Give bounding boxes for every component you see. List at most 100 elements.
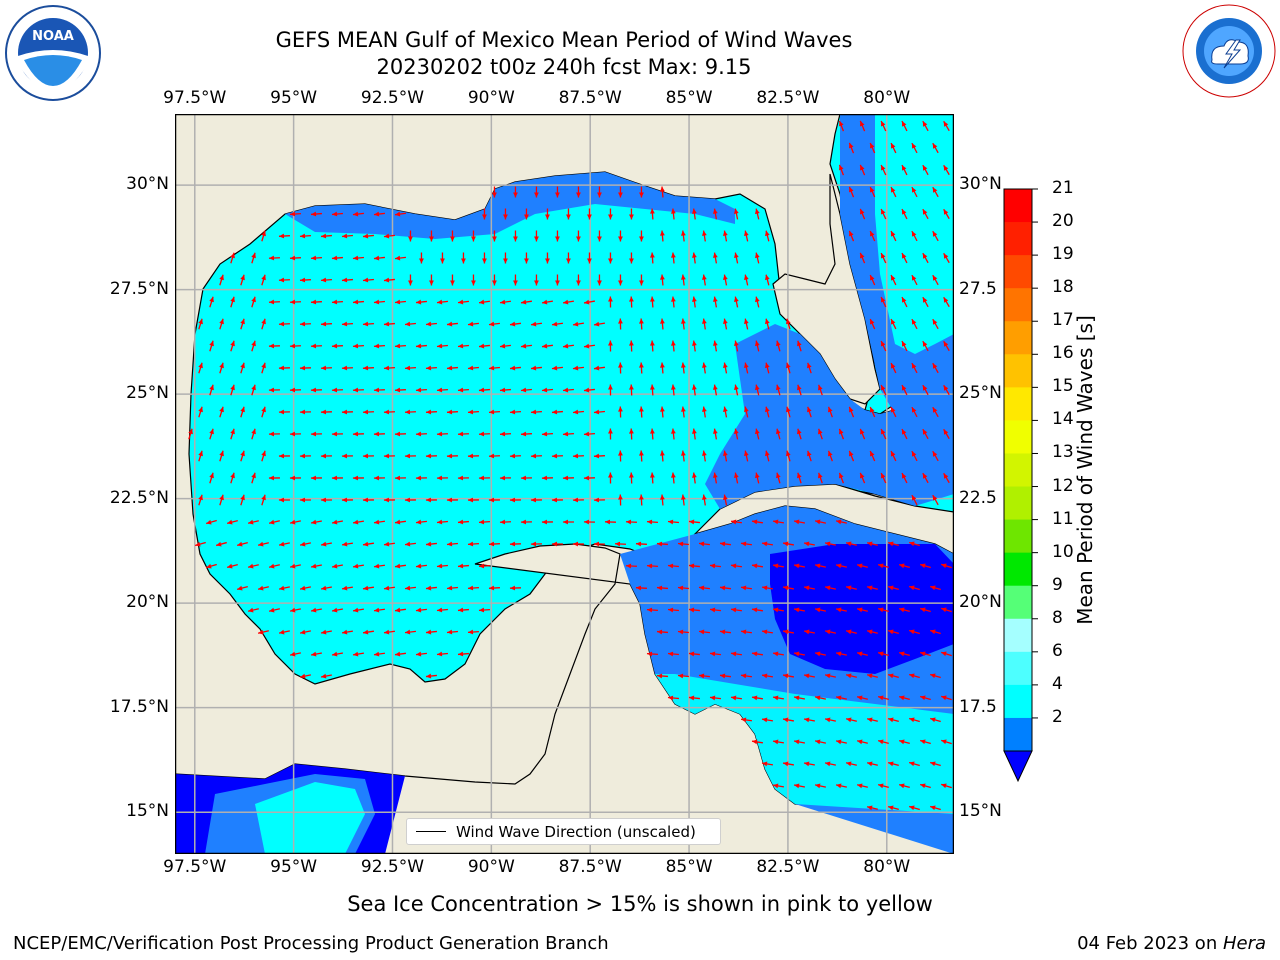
map-legend: Wind Wave Direction (unscaled) (406, 818, 721, 845)
wind-arrow (866, 761, 878, 767)
wind-arrow (734, 208, 739, 220)
wind-arrow (415, 431, 427, 437)
wind-arrow (268, 299, 280, 305)
wind-arrow (583, 475, 595, 481)
wind-arrow (289, 563, 301, 569)
wind-arrow (650, 208, 655, 220)
lon-tick-top: 92.5°W (360, 88, 425, 108)
wind-arrow (782, 761, 794, 767)
wind-arrow (911, 406, 918, 418)
lat-tick-right: 25°N (959, 383, 1002, 404)
wind-arrow (681, 362, 686, 374)
wind-arrow (713, 252, 718, 264)
wind-arrow (835, 783, 847, 789)
wind-arrow (310, 607, 322, 613)
wind-arrow (551, 497, 563, 503)
wind-arrow (911, 142, 918, 154)
wind-arrow (941, 651, 952, 657)
wind-arrow (587, 252, 592, 264)
wind-arrow (734, 428, 739, 440)
wind-arrow (744, 450, 749, 462)
wind-arrow (793, 783, 805, 789)
wind-arrow (898, 695, 910, 701)
wind-arrow (478, 343, 490, 349)
wind-arrow (866, 805, 878, 811)
wind-arrow (383, 629, 395, 635)
colorbar-segment (1004, 585, 1032, 620)
wind-arrow (471, 274, 476, 286)
wind-arrow (289, 211, 301, 217)
wind-arrow (629, 296, 634, 308)
wind-arrow (898, 739, 910, 745)
wind-arrow (583, 387, 595, 393)
wind-arrow (331, 431, 343, 437)
wind-arrow (467, 409, 479, 415)
wind-arrow (394, 651, 406, 657)
wind-arrow (352, 431, 364, 437)
wind-arrow (681, 406, 686, 418)
wind-arrow (251, 252, 256, 264)
wind-arrow (782, 541, 794, 547)
wind-arrow (425, 409, 437, 415)
wind-arrow (890, 186, 897, 198)
wind-arrow (922, 164, 929, 176)
wind-arrow (593, 497, 605, 503)
colorbar-tick-label: 19 (1052, 244, 1074, 265)
wind-arrow (719, 629, 731, 635)
wind-arrow (755, 252, 760, 264)
wind-arrow (583, 343, 595, 349)
wind-arrow (509, 585, 521, 591)
wind-arrow (240, 318, 245, 330)
wind-arrow (482, 252, 487, 264)
wind-arrow (572, 453, 584, 459)
wind-arrow (698, 673, 710, 679)
lon-tick-top: 85°W (665, 88, 713, 108)
wind-arrow (744, 318, 749, 330)
wind-arrow (492, 230, 497, 242)
wind-arrow (373, 211, 385, 217)
wind-arrow (415, 563, 427, 569)
wind-arrow (911, 450, 918, 462)
wind-arrow (425, 365, 437, 371)
wind-arrow (887, 585, 899, 591)
wind-arrow (572, 497, 584, 503)
wind-arrow (268, 431, 280, 437)
wind-arrow (786, 450, 791, 462)
wind-arrow (709, 563, 721, 569)
wind-arrow (723, 274, 728, 286)
wind-arrow (793, 695, 805, 701)
wind-arrow (635, 541, 647, 547)
wind-arrow (251, 340, 256, 352)
wind-arrow (593, 541, 605, 547)
wind-arrow (436, 299, 448, 305)
wind-arrow (824, 761, 836, 767)
wind-arrow (457, 343, 469, 349)
wind-arrow (618, 230, 623, 242)
wind-arrow (404, 541, 416, 547)
wind-arrow (887, 629, 899, 635)
wind-arrow (901, 208, 908, 220)
wind-arrow (394, 431, 406, 437)
wind-arrow (824, 585, 836, 591)
wind-arrow (278, 497, 290, 503)
colorbar-segment (1004, 486, 1032, 521)
wind-arrow (555, 230, 560, 242)
wind-arrow (797, 384, 802, 396)
wind-arrow (247, 563, 259, 569)
wind-arrow (859, 472, 866, 484)
wind-arrow (341, 365, 353, 371)
wind-arrow (751, 651, 763, 657)
wind-arrow (835, 739, 847, 745)
wind-arrow (331, 519, 343, 525)
wind-arrow (793, 563, 805, 569)
wind-arrow (929, 805, 941, 811)
wind-arrow (629, 208, 634, 220)
wind-arrow (646, 563, 658, 569)
wind-arrow (488, 585, 500, 591)
wind-arrow (299, 541, 311, 547)
colorbar-tick-label: 8 (1052, 607, 1063, 628)
wind-arrow (467, 497, 479, 503)
lon-tick-bottom: 95°W (270, 857, 318, 877)
wind-arrow (667, 651, 679, 657)
wind-arrow (856, 695, 868, 701)
